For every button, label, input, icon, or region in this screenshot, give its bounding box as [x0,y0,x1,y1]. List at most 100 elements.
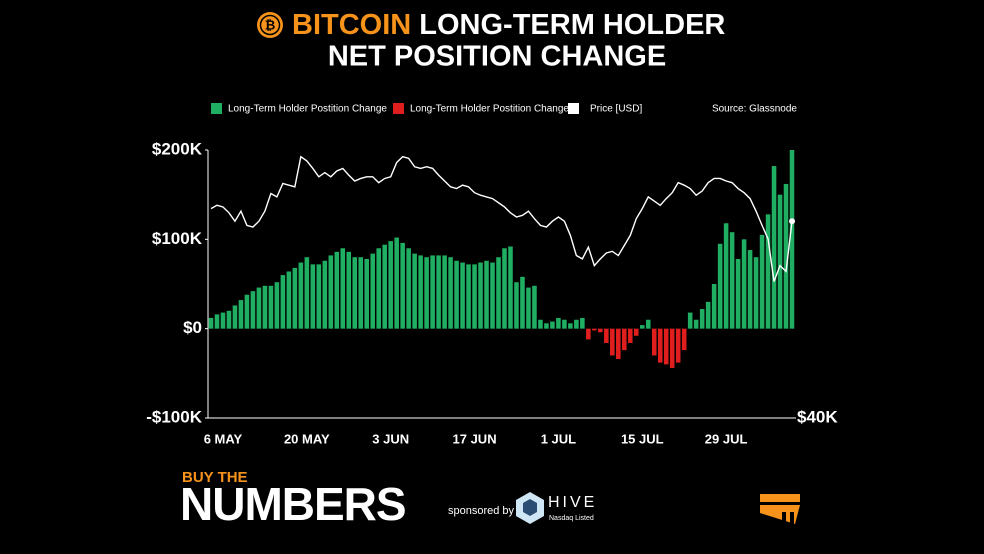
bitcoin-icon-ring [259,14,281,36]
bar [340,248,346,329]
bar [508,246,513,329]
bar [771,166,777,329]
bar [436,255,441,329]
bar [789,150,795,329]
bar [580,317,585,329]
x-tick-label: 6 MAY [204,431,243,446]
bar [574,319,579,329]
bar [334,251,340,329]
bar [400,242,405,329]
title-line2: NET POSITION CHANGE [328,41,666,73]
brand: NUMBERS [180,478,406,530]
bar [741,239,747,329]
bar [598,328,603,333]
bar [586,328,591,340]
bar [610,328,615,356]
bar [687,312,693,329]
bar [238,300,244,329]
source: Source: Glassnode [712,104,797,115]
bar [292,267,298,329]
bar [226,310,232,329]
logo-mark [760,494,800,524]
bar [250,291,256,329]
price-line [210,155,793,282]
bar [256,287,262,329]
bar [538,319,543,329]
x-tick-label: 15 JUL [621,431,664,446]
bar [532,285,537,329]
bar [502,248,507,329]
title-highlight: BITCOIN [292,9,411,41]
bar [705,301,711,329]
bar [358,257,364,329]
y-tick-label: -$100K [146,407,202,426]
bar [496,257,501,329]
bar [478,262,483,329]
bar [310,264,316,329]
bar [663,328,669,365]
legend-swatch [393,103,404,114]
bar [262,285,268,329]
bar [550,321,555,329]
bar [747,250,753,329]
bitcoin-symbol: ₿ [265,17,276,32]
bar [460,262,465,329]
bar [604,328,609,343]
bar [430,255,435,329]
bar [214,314,220,329]
bar [699,309,705,329]
bar [651,328,657,356]
bar [280,275,286,329]
x-tick-label: 1 JUL [541,431,576,446]
bar [376,248,381,329]
bar [657,328,663,363]
bar [765,214,771,329]
bar [244,294,250,329]
bar [729,232,735,329]
bar [388,241,393,329]
hive-logo-inner [523,499,537,516]
bar [735,258,741,329]
bar [526,287,531,329]
bar [759,234,765,329]
brand-top: BUY THE [182,469,248,486]
bar [753,257,759,329]
bar [316,264,322,329]
bar [466,264,471,329]
bar [723,223,729,329]
bar [208,317,214,329]
legend-label: Price [USD] [590,104,642,115]
bar [322,260,328,329]
legend-swatch [211,103,222,114]
bar [520,276,525,329]
bar [442,255,447,329]
chart-title: BITCOIN LONG-TERM HOLDER [292,9,725,41]
bar [406,248,411,329]
bar [328,255,334,329]
bar [490,262,495,329]
bar [370,253,375,329]
bar [669,328,675,368]
bar [616,328,621,360]
bar [633,328,639,336]
bar [639,325,645,329]
x-tick-label: 20 MAY [284,431,330,446]
sponsor-text: sponsored by [448,505,515,517]
sponsor-sub: Nasdaq Listed [549,515,594,522]
bar [681,328,687,351]
bar [286,271,292,329]
bar [592,328,597,331]
y2-tick-label: $40K [797,407,838,426]
bar [394,237,399,329]
sponsor: HIVE [548,494,597,511]
bar [268,285,274,329]
bar [220,312,226,329]
bar [544,323,549,329]
bar [556,317,561,329]
legend-swatch [568,103,579,114]
bar [454,260,459,329]
bar [568,323,573,329]
legend-label: Long-Term Holder Postition Change [410,104,569,115]
